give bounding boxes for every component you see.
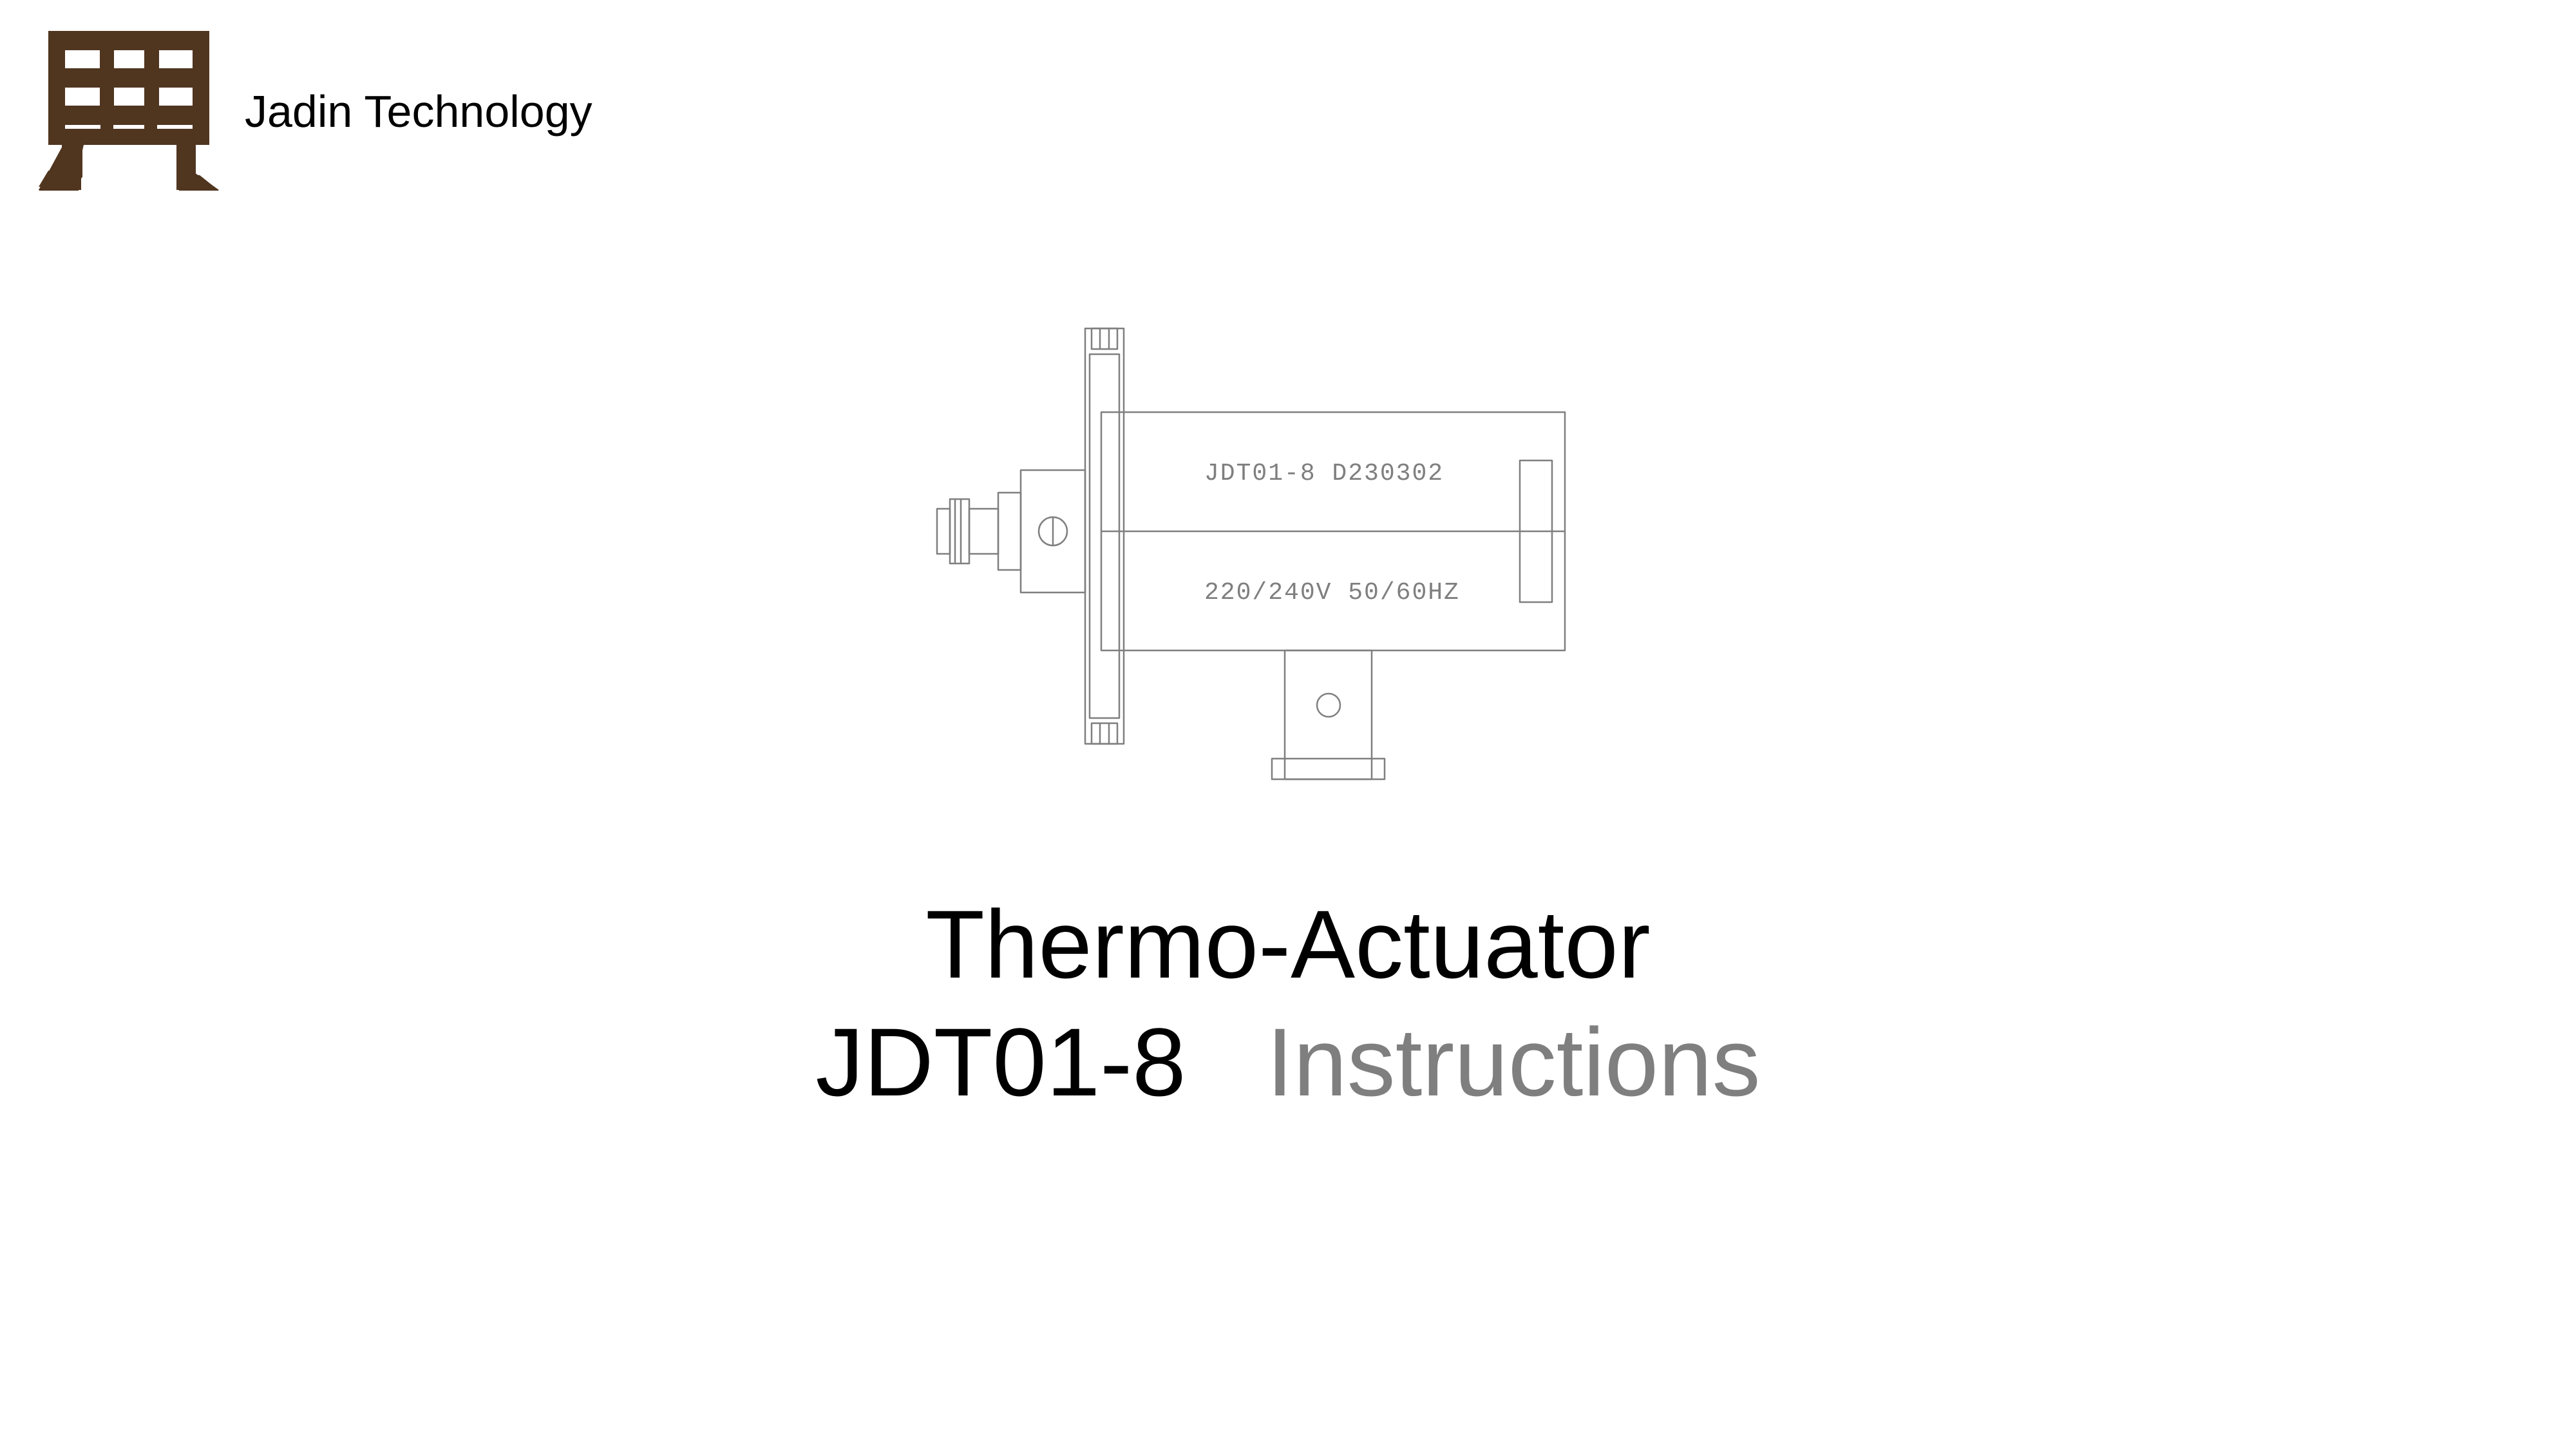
- title-block: Thermo-Actuator JDT01-8 Instructions: [0, 889, 2576, 1118]
- device-diagram: JDT01-8 D230302 220/240V 50/60HZ: [914, 316, 1597, 792]
- title-line1: Thermo-Actuator: [0, 889, 2576, 1000]
- header: Jadin Technology: [39, 26, 592, 196]
- device-label-top: JDT01-8 D230302: [1204, 460, 1444, 488]
- company-logo-icon: [39, 26, 219, 196]
- company-name: Jadin Technology: [245, 86, 592, 137]
- title-instructions: Instructions: [1267, 1008, 1761, 1116]
- device-label-bottom: 220/240V 50/60HZ: [1204, 579, 1460, 607]
- title-model: JDT01-8: [815, 1008, 1186, 1116]
- title-line2: JDT01-8 Instructions: [0, 1007, 2576, 1118]
